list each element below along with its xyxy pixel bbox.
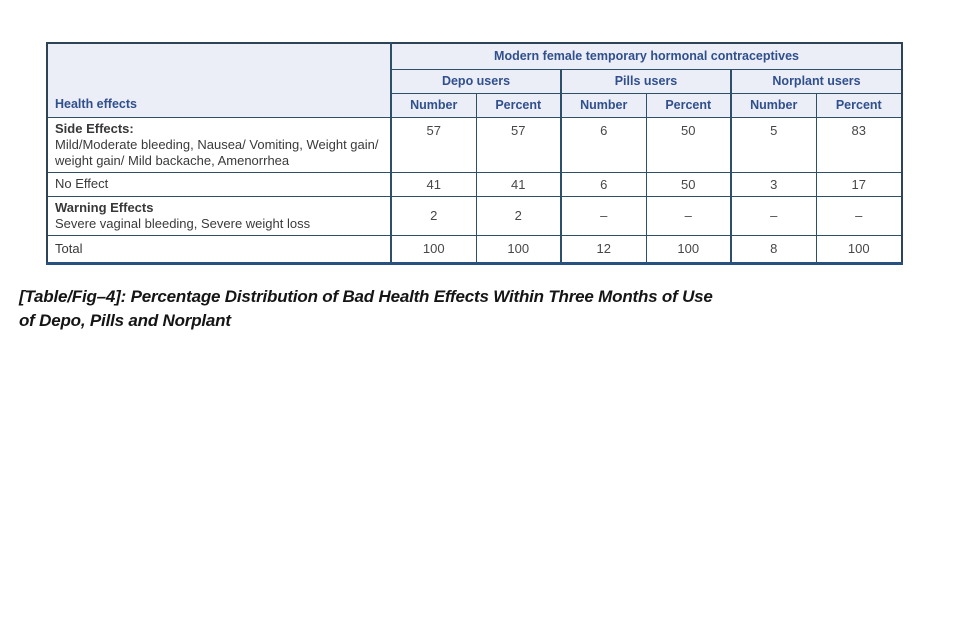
value-cell: 100 xyxy=(645,234,732,264)
value-cell: 57 xyxy=(390,116,477,173)
value-cell: 6 xyxy=(560,116,647,173)
value-cell: 2 xyxy=(390,195,477,236)
value-cell: 17 xyxy=(815,171,903,197)
value-cell: – xyxy=(645,195,732,236)
table-row-no-effect: No Effect 41 41 6 50 3 17 xyxy=(46,171,903,197)
figure-caption-line-2: of Depo, Pills and Norplant xyxy=(19,311,231,330)
table-row-side-effects: Side Effects: Mild/Moderate bleeding, Na… xyxy=(46,116,903,173)
column-header-depo-number: Number xyxy=(390,92,477,118)
figure-caption: [Table/Fig–4]: Percentage Distribution o… xyxy=(19,285,949,333)
value-cell: 2 xyxy=(475,195,562,236)
figure-caption-line-1: [Table/Fig–4]: Percentage Distribution o… xyxy=(19,287,713,306)
group-header-norplant-users: Norplant users xyxy=(729,68,903,94)
table-row-warning-effects: Warning Effects Severe vaginal bleeding,… xyxy=(46,195,903,236)
group-header-pills-users: Pills users xyxy=(560,68,732,94)
table-row-total: Total 100 100 12 100 8 100 xyxy=(46,234,903,264)
value-cell: 100 xyxy=(475,234,562,264)
row-title: Total xyxy=(55,240,83,256)
column-header-norplant-percent: Percent xyxy=(815,92,903,118)
value-cell: 57 xyxy=(475,116,562,173)
top-spanning-header: Modern female temporary hormonal contrac… xyxy=(389,42,903,70)
column-header-pills-number: Number xyxy=(560,92,647,118)
row-detail: Severe vaginal bleeding, Severe weight l… xyxy=(55,215,311,231)
value-cell: 83 xyxy=(815,116,903,173)
row-title: No Effect xyxy=(55,176,109,191)
row-label-no-effect: No Effect xyxy=(46,171,392,197)
value-cell: – xyxy=(560,195,647,236)
row-label-side-effects: Side Effects: Mild/Moderate bleeding, Na… xyxy=(46,116,392,173)
corner-header-health-effects: Health effects xyxy=(46,42,392,118)
value-cell: 50 xyxy=(645,171,732,197)
column-header-norplant-number: Number xyxy=(730,92,817,118)
value-cell: 3 xyxy=(730,171,817,197)
row-label-total: Total xyxy=(46,234,392,264)
value-cell: 41 xyxy=(390,171,477,197)
row-title: Side Effects: xyxy=(55,120,134,136)
value-cell: 100 xyxy=(815,234,903,264)
value-cell: 8 xyxy=(730,234,817,264)
row-detail: Mild/Moderate bleeding, Nausea/ Vomiting… xyxy=(55,136,379,168)
value-cell: 5 xyxy=(730,116,817,173)
group-header-depo-users: Depo users xyxy=(390,68,562,94)
value-cell: – xyxy=(815,195,903,236)
value-cell: 41 xyxy=(475,171,562,197)
value-cell: 50 xyxy=(645,116,732,173)
value-cell: 12 xyxy=(560,234,647,264)
value-cell: 100 xyxy=(390,234,477,264)
value-cell: – xyxy=(730,195,817,236)
column-header-pills-percent: Percent xyxy=(645,92,732,118)
row-label-warning-effects: Warning Effects Severe vaginal bleeding,… xyxy=(46,195,392,236)
health-effects-table: Health effects Modern female temporary h… xyxy=(46,42,904,265)
row-title: Warning Effects xyxy=(55,199,154,215)
column-header-depo-percent: Percent xyxy=(475,92,562,118)
value-cell: 6 xyxy=(560,171,647,197)
